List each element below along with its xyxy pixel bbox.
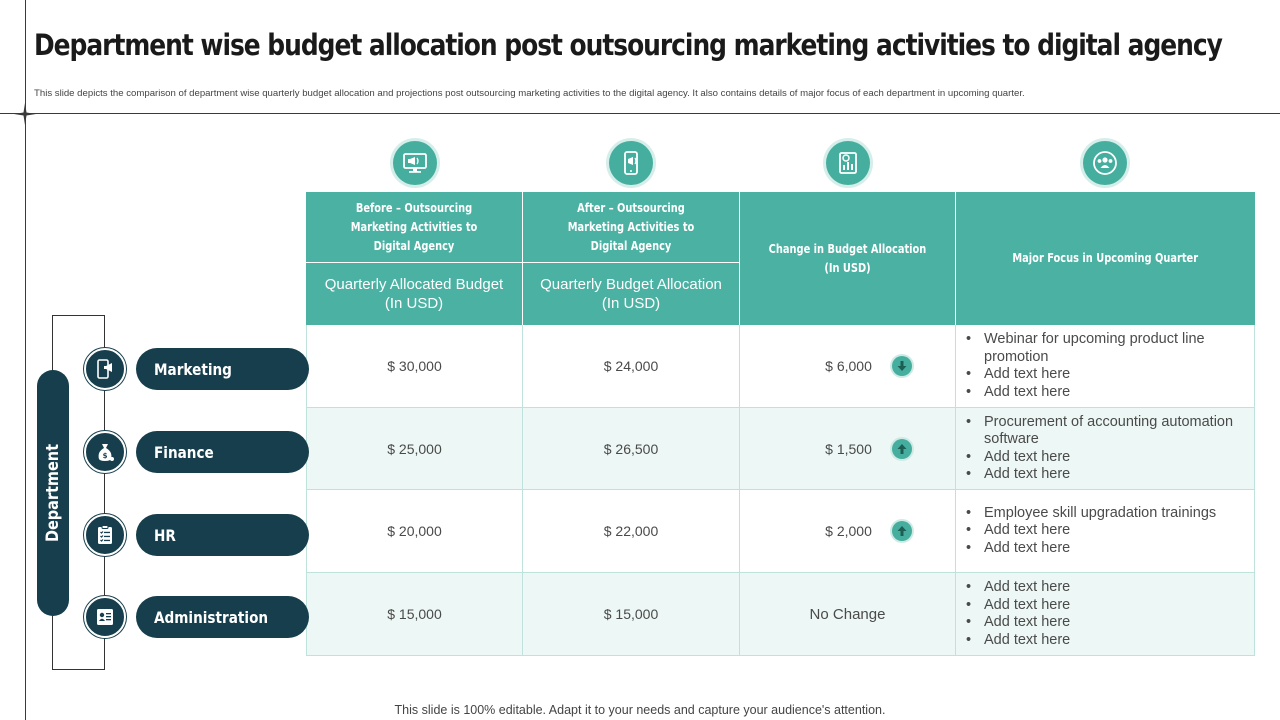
mobile-megaphone-icon (609, 141, 653, 185)
after-value: $ 24,000 (523, 325, 740, 407)
money-bag-icon: $ (84, 431, 126, 473)
list-item: Procurement of accounting automation sof… (966, 414, 1254, 449)
vertical-rule (25, 0, 26, 720)
arrow-up-icon (891, 521, 912, 541)
subheader-after: Quarterly Budget Allocation (In USD) (523, 262, 740, 325)
after-value: $ 15,000 (523, 573, 740, 655)
focus-cell: Employee skill upgradation trainings Add… (956, 490, 1255, 572)
list-item: Add text here (966, 579, 1070, 597)
change-cell: $ 2,000 (740, 490, 956, 572)
list-item: Add text here (966, 597, 1070, 615)
table-row: $ 30,000 $ 24,000 $ 6,000 Webinar for up… (306, 325, 1255, 408)
change-value: $ 2,000 (825, 523, 872, 539)
focus-cell: Webinar for upcoming product line promot… (956, 325, 1255, 407)
focus-list: Procurement of accounting automation sof… (966, 414, 1254, 484)
focus-cell: Add text here Add text here Add text her… (956, 573, 1255, 655)
footer-note: This slide is 100% editable. Adapt it to… (394, 703, 886, 717)
department-finance: Finance (136, 431, 309, 473)
list-item: Add text here (966, 632, 1070, 650)
monitor-megaphone-icon (393, 141, 437, 185)
page-subtitle: This slide depicts the comparison of dep… (34, 88, 1025, 99)
list-item: Add text here (966, 540, 1216, 558)
list-item: Add text here (966, 614, 1070, 632)
sparkle-icon (14, 103, 36, 125)
change-cell: $ 6,000 (740, 325, 956, 407)
after-value: $ 26,500 (523, 408, 740, 489)
header-after: After – Outsourcing Marketing Activities… (523, 192, 740, 262)
change-value: $ 6,000 (825, 358, 872, 374)
id-card-icon (84, 596, 126, 638)
svg-text:$: $ (103, 452, 108, 460)
subheader-before: Quarterly Allocated Budget (In USD) (306, 262, 523, 325)
list-item: Add text here (966, 384, 1254, 402)
before-value: $ 15,000 (306, 573, 523, 655)
change-cell: $ 1,500 (740, 408, 956, 489)
table-row: $ 20,000 $ 22,000 $ 2,000 Employee skill… (306, 490, 1255, 573)
header-before: Before – Outsourcing Marketing Activitie… (306, 192, 523, 262)
department-administration: Administration (136, 596, 309, 638)
department-hr: HR (136, 514, 309, 556)
list-item: Add text here (966, 522, 1216, 540)
header-focus: Major Focus in Upcoming Quarter (956, 192, 1255, 325)
list-item: Webinar for upcoming product line promot… (966, 331, 1254, 366)
page-title: Department wise budget allocation post o… (34, 28, 1223, 62)
focus-cell: Procurement of accounting automation sof… (956, 408, 1255, 489)
arrow-up-icon (891, 438, 912, 459)
mobile-megaphone-icon (84, 348, 126, 390)
focus-list: Webinar for upcoming product line promot… (966, 331, 1254, 401)
before-value: $ 25,000 (306, 408, 523, 489)
before-value: $ 30,000 (306, 325, 523, 407)
department-marketing: Marketing (136, 348, 309, 390)
horizontal-rule (0, 113, 1280, 114)
table-row: $ 15,000 $ 15,000 No Change Add text her… (306, 573, 1255, 656)
focus-list: Employee skill upgradation trainings Add… (966, 505, 1216, 558)
list-item: Add text here (966, 366, 1254, 384)
change-value: No Change (740, 573, 956, 655)
department-label: Department (43, 444, 63, 542)
focus-list: Add text here Add text here Add text her… (966, 579, 1070, 649)
table-row: $ 25,000 $ 26,500 $ 1,500 Procurement of… (306, 408, 1255, 490)
clipboard-checklist-icon (84, 514, 126, 556)
report-magnifier-icon (826, 141, 870, 185)
team-circle-icon (1083, 141, 1127, 185)
list-item: Add text here (966, 449, 1254, 467)
list-item: Employee skill upgradation trainings (966, 505, 1216, 523)
before-value: $ 20,000 (306, 490, 523, 572)
after-value: $ 22,000 (523, 490, 740, 572)
arrow-down-icon (891, 356, 912, 376)
department-pill (37, 370, 69, 616)
change-value: $ 1,500 (825, 440, 872, 457)
header-change: Change in Budget Allocation (In USD) (740, 192, 956, 325)
list-item: Add text here (966, 466, 1254, 484)
budget-table: Before – Outsourcing Marketing Activitie… (306, 192, 1255, 656)
